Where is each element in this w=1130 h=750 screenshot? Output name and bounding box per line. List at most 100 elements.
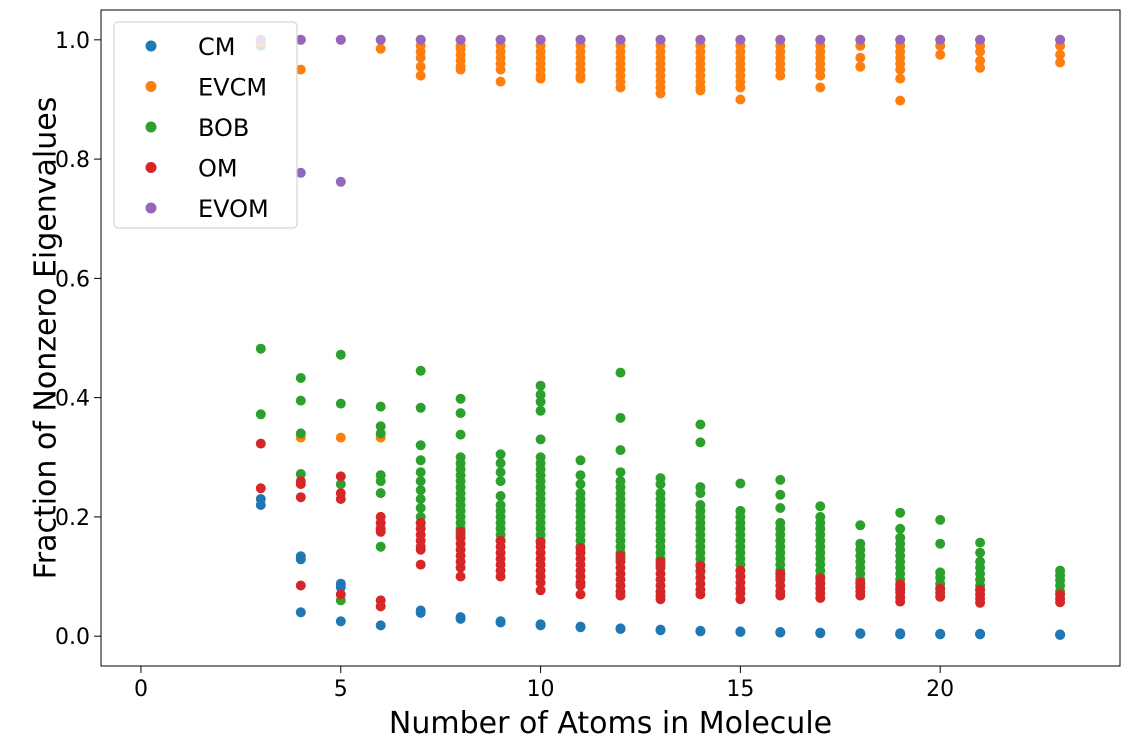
legend-marker-evom bbox=[145, 202, 157, 214]
x-tick-label-0: 0 bbox=[134, 677, 148, 702]
point-evom-21 bbox=[1055, 34, 1066, 45]
point-evom-10 bbox=[575, 34, 586, 45]
point-evcm-15 bbox=[415, 70, 426, 81]
point-bob-23 bbox=[415, 485, 426, 496]
point-om-109 bbox=[975, 597, 986, 608]
point-evcm-3 bbox=[295, 64, 306, 75]
point-evom-2 bbox=[295, 167, 306, 178]
point-bob-14 bbox=[375, 476, 386, 487]
point-bob-57 bbox=[535, 380, 546, 391]
legend-label-evom: EVOM bbox=[198, 195, 269, 223]
legend-marker-cm bbox=[145, 40, 157, 52]
legend: CM EVCM BOB OM EVOM bbox=[113, 21, 298, 229]
point-bob-28 bbox=[455, 393, 466, 404]
point-evom-19 bbox=[935, 34, 946, 45]
y-tick-label-1: 0.2 bbox=[55, 506, 90, 531]
point-bob-61 bbox=[535, 434, 546, 445]
series-evcm bbox=[255, 34, 1066, 443]
point-evcm-98 bbox=[815, 70, 826, 81]
point-om-13 bbox=[375, 526, 386, 537]
point-evcm-114 bbox=[935, 49, 946, 60]
point-bob-30 bbox=[455, 429, 466, 440]
point-evcm-117 bbox=[975, 46, 986, 57]
point-cm-9 bbox=[335, 616, 346, 627]
point-bob-124 bbox=[695, 419, 706, 430]
plot-area-frame bbox=[100, 9, 1121, 667]
point-cm-26 bbox=[695, 626, 706, 637]
point-om-112 bbox=[1055, 597, 1066, 608]
point-cm-24 bbox=[655, 625, 666, 636]
point-evom-20 bbox=[975, 34, 986, 45]
point-bob-21 bbox=[415, 467, 426, 478]
point-om-6 bbox=[335, 471, 346, 482]
point-bob-7 bbox=[335, 398, 346, 409]
point-bob-49 bbox=[495, 491, 506, 501]
point-bob-29 bbox=[455, 408, 466, 419]
point-cm-34 bbox=[855, 628, 866, 639]
point-cm-14 bbox=[455, 613, 466, 624]
point-bob-0 bbox=[255, 343, 266, 354]
point-om-77 bbox=[695, 589, 706, 600]
point-cm-6 bbox=[295, 607, 306, 618]
point-om-46 bbox=[535, 585, 546, 596]
point-om-105 bbox=[935, 591, 946, 602]
legend-marker-bob bbox=[145, 121, 157, 133]
point-evcm-13 bbox=[415, 52, 426, 63]
point-evcm-123 bbox=[1055, 57, 1066, 68]
point-evcm-8 bbox=[375, 43, 386, 54]
data-points bbox=[255, 34, 1066, 640]
point-bob-206 bbox=[975, 537, 986, 548]
point-bob-189 bbox=[895, 523, 906, 534]
point-evom-17 bbox=[855, 34, 866, 45]
point-bob-93 bbox=[615, 445, 626, 456]
point-om-54 bbox=[575, 580, 586, 591]
point-evom-15 bbox=[775, 34, 786, 45]
x-tick-label-3: 15 bbox=[726, 677, 754, 702]
point-evom-1 bbox=[295, 34, 306, 45]
point-cm-28 bbox=[735, 627, 746, 637]
point-bob-91 bbox=[615, 367, 626, 378]
point-evcm-6 bbox=[335, 432, 346, 443]
point-bob-79 bbox=[575, 479, 586, 490]
x-tick-label-1: 5 bbox=[334, 677, 348, 702]
point-om-71 bbox=[655, 594, 666, 605]
point-evom-18 bbox=[895, 34, 906, 45]
point-bob-140 bbox=[735, 478, 746, 489]
point-bob-6 bbox=[335, 349, 346, 360]
point-om-22 bbox=[415, 559, 426, 570]
point-om-1 bbox=[255, 483, 266, 494]
point-cm-16 bbox=[495, 617, 506, 628]
y-tick-label-3: 0.6 bbox=[55, 267, 90, 292]
point-om-29 bbox=[455, 562, 466, 573]
y-tick-label-0: 0.0 bbox=[55, 625, 90, 650]
point-bob-4 bbox=[295, 428, 306, 439]
point-bob-154 bbox=[775, 489, 786, 500]
point-bob-45 bbox=[495, 449, 506, 460]
point-om-83 bbox=[735, 594, 746, 605]
point-om-3 bbox=[295, 479, 306, 490]
point-evcm-118 bbox=[975, 55, 986, 66]
point-bob-188 bbox=[895, 507, 906, 518]
point-bob-92 bbox=[615, 412, 626, 423]
point-evcm-14 bbox=[415, 61, 426, 72]
point-cm-38 bbox=[935, 629, 946, 640]
point-evcm-111 bbox=[895, 95, 906, 106]
point-bob-127 bbox=[695, 488, 706, 499]
point-evcm-28 bbox=[495, 64, 506, 75]
point-bob-58 bbox=[535, 389, 546, 400]
point-bob-15 bbox=[375, 488, 386, 499]
point-bob-18 bbox=[415, 402, 426, 413]
point-bob-207 bbox=[975, 547, 986, 558]
point-evcm-54 bbox=[615, 82, 626, 93]
point-evom-13 bbox=[695, 34, 706, 45]
point-cm-42 bbox=[1055, 630, 1066, 640]
point-cm-12 bbox=[415, 607, 426, 618]
point-bob-179 bbox=[855, 520, 866, 531]
point-cm-40 bbox=[975, 629, 986, 640]
point-bob-153 bbox=[775, 474, 786, 485]
point-bob-25 bbox=[415, 503, 426, 513]
point-evcm-103 bbox=[855, 61, 866, 72]
legend-label-cm: CM bbox=[198, 33, 235, 61]
point-om-45 bbox=[535, 577, 546, 588]
point-evcm-102 bbox=[855, 52, 866, 63]
